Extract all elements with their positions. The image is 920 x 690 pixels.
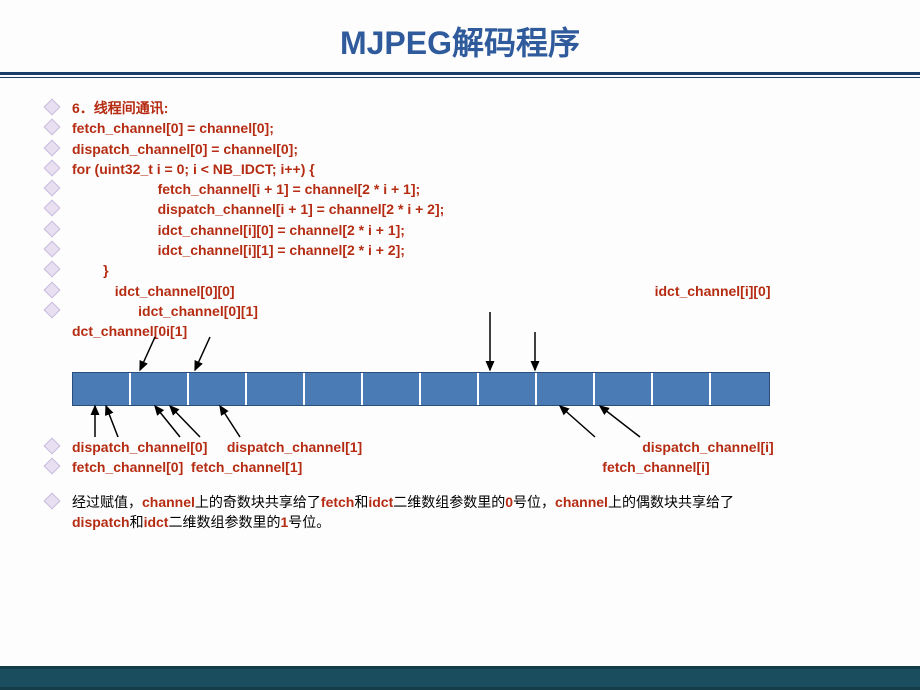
bullet-icon (44, 281, 61, 298)
page-title: MJPEG解码程序 (0, 0, 920, 72)
rule (0, 72, 920, 75)
text: 上的偶数块共享给了 (608, 494, 734, 510)
label-top2: idct_channel[0][1] (72, 303, 258, 319)
text: 上的奇数块共享给了 (195, 494, 321, 510)
code-line: idct_channel[i][1] = channel[2 * i + 2]; (72, 242, 405, 258)
text: 和 (354, 494, 368, 510)
text: idct (368, 494, 393, 510)
text: 号位， (513, 494, 555, 510)
bullet-icon (44, 200, 61, 217)
bullet-icon (44, 241, 61, 258)
bullet-icon (44, 457, 61, 474)
label-top-right: idct_channel[i][0] (655, 283, 771, 299)
text: channel (555, 494, 608, 510)
text: channel (142, 494, 195, 510)
footer-bar (0, 666, 920, 690)
bullet-icon (44, 180, 61, 197)
text: 0 (505, 494, 513, 510)
text: 二维数组参数里的 (168, 514, 280, 530)
bullet-icon (44, 99, 61, 116)
labels-below: dispatch_channel[0] dispatch_channel[1] d… (0, 437, 920, 478)
label-top3: dct_channel[0i[1] (72, 323, 187, 339)
label: dispatch_channel[1] (227, 439, 362, 455)
code-line: 6．线程间通讯: (72, 100, 168, 116)
text: 号位。 (288, 514, 330, 530)
code-line: for (uint32_t i = 0; i < NB_IDCT; i++) { (72, 161, 315, 177)
bullet-icon (44, 261, 61, 278)
label-top: idct_channel[0][0] (72, 283, 235, 299)
bullet-icon (44, 301, 61, 318)
text: dispatch (72, 514, 130, 530)
text: 二维数组参数里的 (393, 494, 505, 510)
code-line: } (72, 262, 109, 278)
bullet-icon (44, 437, 61, 454)
text: idct (144, 514, 169, 530)
bullet-icon (44, 493, 61, 510)
bullet-icon (44, 119, 61, 136)
label: fetch_channel[1] (191, 459, 302, 475)
code-line: idct_channel[i][0] = channel[2 * i + 1]; (72, 222, 405, 238)
label: fetch_channel[0] (72, 459, 183, 475)
label: dispatch_channel[0] (72, 439, 207, 455)
label: dispatch_channel[i] (642, 439, 773, 455)
code-line: fetch_channel[i + 1] = channel[2 * i + 1… (72, 181, 420, 197)
arrow-overlay (40, 342, 880, 437)
text: 经过赋值， (72, 494, 142, 510)
bullet-icon (44, 139, 61, 156)
bullet-icon (44, 220, 61, 237)
text: 和 (130, 514, 144, 530)
code-line: dispatch_channel[i + 1] = channel[2 * i … (72, 201, 444, 217)
channel-diagram (40, 342, 880, 437)
summary: 经过赋值，channel上的奇数块共享给了fetch和idct二维数组参数里的0… (0, 477, 920, 533)
bullet-icon (44, 159, 61, 176)
text: fetch (321, 494, 354, 510)
code-block: 6．线程间通讯: fetch_channel[0] = channel[0]; … (0, 78, 920, 342)
label: fetch_channel[i] (602, 459, 709, 475)
code-line: fetch_channel[0] = channel[0]; (72, 120, 274, 136)
code-line: dispatch_channel[0] = channel[0]; (72, 141, 298, 157)
